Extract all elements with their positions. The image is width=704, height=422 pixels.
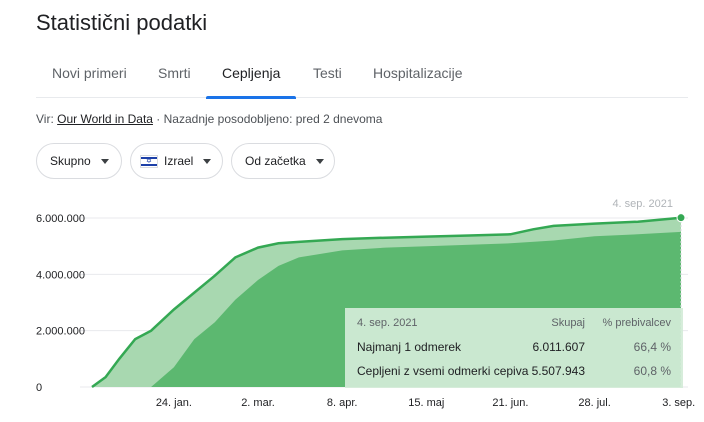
hover-date-box bbox=[596, 192, 682, 212]
range-dropdown-label: Od začetka bbox=[245, 154, 306, 168]
caret-down-icon bbox=[315, 158, 324, 164]
x-tick-label: 15. maj bbox=[408, 397, 444, 409]
israel-flag-icon: ✡ bbox=[140, 154, 158, 168]
tooltip-row-total: 6.011.607 bbox=[532, 340, 586, 354]
tooltip-row-percent: 60,8 % bbox=[633, 364, 671, 378]
tooltip-col-percent: % prebivalcev bbox=[602, 317, 671, 329]
y-tick-label: 6.000.000 bbox=[36, 213, 85, 225]
source-line: Vir: Our World in Data · Nazadnje posodo… bbox=[36, 112, 382, 126]
tooltip-row: Najmanj 1 odmerek 6.011.607 66,4 % bbox=[357, 336, 671, 358]
tooltip-row-label: Cepljeni z vsemi odmerki cepiva bbox=[357, 364, 529, 378]
tooltip-date: 4. sep. 2021 bbox=[357, 317, 418, 329]
x-tick-label: 8. apr. bbox=[327, 397, 358, 409]
tab-novi-primeri[interactable]: Novi primeri bbox=[52, 65, 127, 81]
tab-smrti[interactable]: Smrti bbox=[158, 65, 191, 81]
x-tick-label: 28. jul. bbox=[578, 397, 610, 409]
metric-dropdown[interactable]: Skupno bbox=[36, 143, 122, 179]
tab-hospitalizacije[interactable]: Hospitalizacije bbox=[373, 65, 463, 81]
y-tick-label: 4.000.000 bbox=[36, 269, 85, 281]
range-dropdown[interactable]: Od začetka bbox=[231, 143, 335, 179]
tooltip-col-total: Skupaj bbox=[551, 317, 585, 329]
x-tick-label: 21. jun. bbox=[492, 397, 528, 409]
tooltip-row-percent: 66,4 % bbox=[633, 340, 671, 354]
source-separator: · bbox=[156, 112, 161, 126]
source-prefix: Vir: bbox=[36, 112, 54, 126]
page-title: Statistični podatki bbox=[36, 10, 208, 35]
source-link[interactable]: Our World in Data bbox=[57, 112, 153, 126]
last-updated: Nazadnje posodobljeno: pred 2 dnevoma bbox=[163, 112, 383, 126]
caret-down-icon bbox=[100, 158, 109, 164]
x-tick-label: 2. mar. bbox=[241, 397, 275, 409]
chart-tooltip: 4. sep. 2021 Skupaj % prebivalcev Najman… bbox=[345, 308, 683, 388]
x-tick-label: 3. sep. bbox=[662, 397, 695, 409]
country-dropdown[interactable]: ✡ Izrael bbox=[130, 143, 223, 179]
series-line-at-least-one bbox=[91, 216, 682, 389]
caret-down-icon bbox=[203, 158, 212, 164]
y-tick-label: 0 bbox=[36, 382, 42, 394]
hover-date-label: 4. sep. 2021 bbox=[612, 198, 673, 210]
country-dropdown-label: Izrael bbox=[164, 154, 194, 168]
tooltip-row-label: Najmanj 1 odmerek bbox=[357, 340, 462, 354]
hover-point bbox=[676, 213, 686, 223]
tooltip-row: Cepljeni z vsemi odmerki cepiva 5.507.94… bbox=[357, 360, 671, 382]
tooltip-row-total: 5.507.943 bbox=[531, 364, 585, 378]
tab-bar: Novi primeri Smrti Cepljenja Testi Hospi… bbox=[36, 55, 688, 99]
metric-dropdown-label: Skupno bbox=[50, 154, 91, 168]
x-tick-label: 24. jan. bbox=[156, 397, 192, 409]
tab-testi[interactable]: Testi bbox=[313, 65, 342, 81]
y-tick-label: 2.000.000 bbox=[36, 326, 85, 338]
tab-cepljenja[interactable]: Cepljenja bbox=[206, 55, 297, 99]
